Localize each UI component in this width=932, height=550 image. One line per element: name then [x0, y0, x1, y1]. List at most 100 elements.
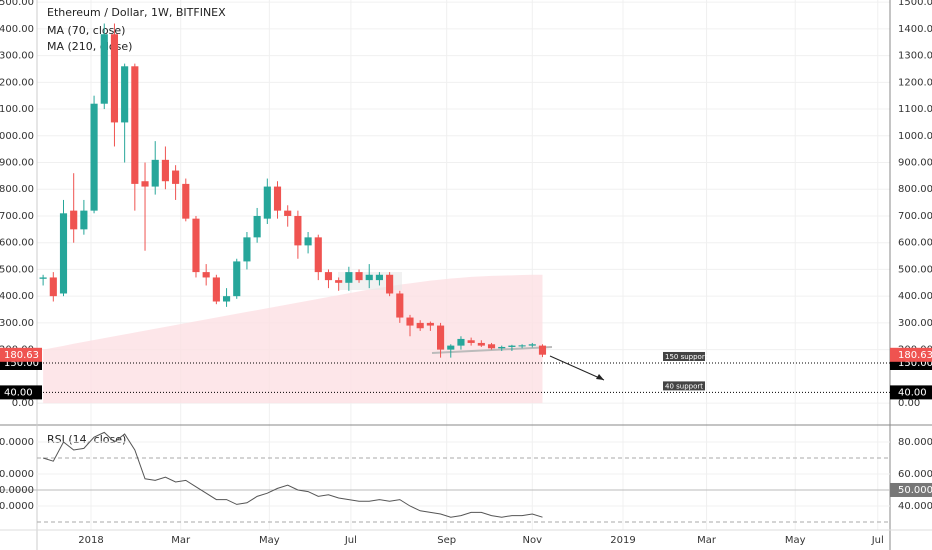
y-tick-label: 500.00	[0, 264, 34, 275]
y-tick-label: 600.00	[0, 238, 34, 249]
candle-body	[396, 293, 404, 318]
x-tick-label: Mar	[171, 535, 191, 546]
candle-body	[406, 317, 414, 326]
candle-body	[365, 274, 373, 281]
candle-body	[100, 34, 108, 104]
y-tick-label: 800.00	[0, 184, 34, 195]
candle-body	[39, 277, 47, 279]
price-tag-label: 40.00	[4, 387, 33, 398]
x-tick-label: May	[259, 535, 280, 546]
level-note-box	[663, 351, 705, 361]
candle-body	[172, 170, 180, 184]
rsi-tick-label: 40.0000	[0, 501, 34, 512]
candle-body	[243, 237, 251, 262]
candle-body	[386, 274, 394, 294]
candle-body	[335, 280, 343, 283]
arrow-head	[596, 374, 604, 380]
y-tick-label: 1300.00	[0, 51, 34, 62]
trend-line	[431, 346, 553, 354]
x-tick-label: May	[785, 535, 806, 546]
y-tick-label: 1000.00	[0, 131, 34, 142]
price-tag-label: 150.00	[4, 358, 39, 369]
level-note: 150 support	[665, 353, 708, 361]
price-tag	[0, 385, 42, 400]
y-tick-label: 1100.00	[0, 104, 34, 115]
candle-body	[80, 210, 88, 230]
indicator-label: MA (210, close)	[47, 40, 132, 53]
candle-body	[355, 272, 363, 281]
arrow	[549, 355, 605, 381]
y-tick-label: 0.00	[898, 398, 920, 409]
candle-body	[49, 277, 57, 297]
last-price-tag	[890, 347, 932, 362]
x-tick-label: 2018	[78, 535, 103, 546]
candle-body	[508, 345, 516, 347]
candle-body	[324, 272, 333, 281]
last-price-label: 180.63	[4, 350, 39, 361]
y-tick-label: 300.00	[898, 318, 932, 329]
y-tick-label: 1100.00	[898, 104, 932, 115]
rsi-tag	[890, 482, 932, 497]
level-note: 40 support	[665, 382, 703, 390]
y-tick-label: 500.00	[898, 264, 932, 275]
candle-body	[498, 346, 506, 349]
x-tick-label: Nov	[523, 535, 543, 546]
candle-body	[487, 344, 496, 349]
candle-body	[182, 183, 190, 219]
x-tick-label: 2019	[610, 535, 635, 546]
candle-body	[273, 186, 282, 211]
y-tick-label: 600.00	[898, 238, 932, 249]
candle-body	[294, 215, 302, 246]
candle-body	[202, 272, 210, 278]
candle-body	[457, 338, 465, 346]
rsi-tick-label: 50.0000	[898, 485, 932, 496]
range-box	[338, 272, 402, 290]
indicator-label: MA (70, close)	[47, 24, 125, 37]
y-tick-label: 1400.00	[898, 24, 932, 35]
candle-body	[59, 213, 68, 294]
candle-body	[233, 261, 241, 297]
price-tag-label: 40.00	[898, 387, 927, 398]
x-tick-label: Jul	[344, 535, 357, 546]
candle-body	[70, 210, 78, 230]
candle-body	[477, 342, 485, 346]
candle-body	[110, 34, 119, 123]
y-tick-label: 1500.00	[0, 0, 34, 8]
price-tag	[890, 385, 932, 400]
candle-body	[131, 66, 139, 184]
candle-body	[151, 159, 159, 187]
candle-body	[518, 345, 526, 347]
y-tick-label: 1200.00	[0, 77, 34, 88]
candle-body	[121, 66, 129, 123]
rsi-tick-label: 80.0000	[0, 437, 34, 448]
price-tag-label: 150.00	[898, 358, 932, 369]
rsi-tick-label: 40.0000	[898, 501, 932, 512]
y-tick-label: 900.00	[0, 158, 34, 169]
y-tick-label: 1200.00	[898, 77, 932, 88]
x-tick-label: Jul	[871, 535, 884, 546]
y-tick-label: 1400.00	[0, 24, 34, 35]
level-note-box	[663, 381, 705, 391]
y-tick-label: 400.00	[0, 291, 34, 302]
rsi-tick-label: 60.0000	[0, 469, 34, 480]
rsi-tick-label: 60.0000	[898, 469, 932, 480]
y-tick-label: 400.00	[898, 291, 932, 302]
y-tick-label: 1300.00	[898, 51, 932, 62]
candle-body	[467, 340, 475, 343]
candle-body	[304, 237, 312, 246]
y-tick-label: 1000.00	[898, 131, 932, 142]
candle-body	[263, 186, 271, 219]
x-tick-label: Sep	[437, 535, 456, 546]
candle-body	[314, 237, 322, 273]
rsi-tick-label: 80.0000	[898, 437, 932, 448]
candle-body	[253, 215, 261, 238]
candle-body	[447, 345, 455, 350]
candle-body	[192, 218, 200, 273]
x-tick-label: Mar	[697, 535, 717, 546]
y-tick-label: 700.00	[0, 211, 34, 222]
candle-body	[222, 296, 231, 302]
ma-area	[43, 274, 543, 404]
candle-body	[90, 103, 98, 211]
rsi-tick-label: 50.0000	[0, 485, 34, 496]
y-tick-label: 1500.00	[898, 0, 932, 8]
